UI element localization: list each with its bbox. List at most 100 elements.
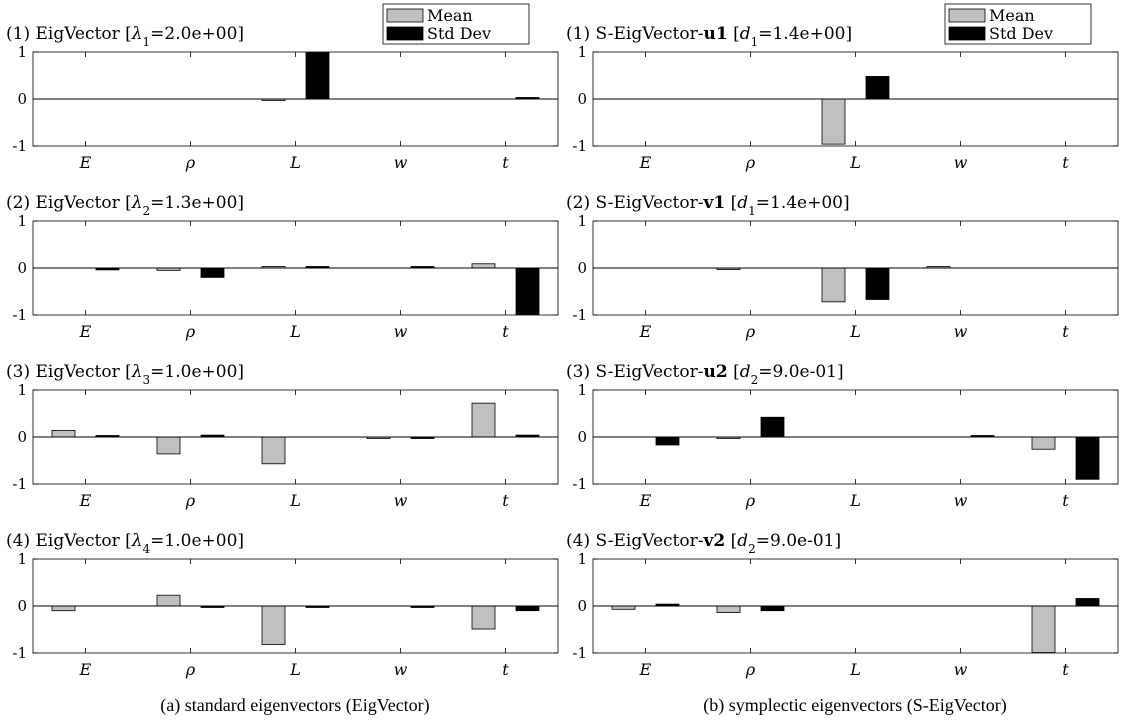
mean-bar-t <box>471 605 496 630</box>
mean-bar-t <box>1031 605 1056 653</box>
std-dev-bar-L <box>305 52 330 100</box>
legend-mean-swatch <box>386 8 424 23</box>
x-category-label: w <box>394 153 408 172</box>
x-category-label: E <box>79 322 92 341</box>
mean-bar-t <box>471 263 496 269</box>
x-category-label: ρ <box>185 660 196 679</box>
y-tick-label: 1 <box>577 550 587 568</box>
y-tick-label: -1 <box>572 306 587 324</box>
legend-std-label: Std Dev <box>427 24 491 43</box>
y-tick-label: -1 <box>12 475 27 493</box>
mean-bar-E <box>611 605 636 610</box>
y-tick-label: -1 <box>12 137 27 155</box>
x-category-label: L <box>289 491 301 510</box>
std-dev-bar-ρ <box>760 416 785 438</box>
chart-title: (2) S-EigVector-v1 [d1=1.4e+00] <box>566 193 850 218</box>
y-tick-label: 1 <box>17 212 27 230</box>
std-dev-bar-L <box>865 76 890 100</box>
mean-bar-t <box>1031 436 1056 450</box>
x-category-label: ρ <box>185 153 196 172</box>
x-category-label: E <box>639 491 652 510</box>
x-category-label: t <box>502 491 509 510</box>
legend-std-swatch <box>386 26 424 41</box>
chart-title: (3) EigVector [λ3=1.0e+00] <box>6 362 244 387</box>
x-category-label: w <box>954 322 968 341</box>
y-tick-label: 1 <box>577 43 587 61</box>
x-category-label: E <box>639 322 652 341</box>
legend-mean-label: Mean <box>989 6 1035 25</box>
mean-bar-L <box>261 436 286 465</box>
x-category-label: E <box>639 153 652 172</box>
std-dev-bar-E <box>655 436 680 446</box>
y-tick-label: -1 <box>572 475 587 493</box>
x-category-label: E <box>79 491 92 510</box>
x-category-label: w <box>954 660 968 679</box>
legend-std-label: Std Dev <box>989 24 1053 43</box>
x-category-label: L <box>289 153 301 172</box>
x-category-label: t <box>1062 491 1069 510</box>
std-dev-bar-t <box>1075 436 1100 480</box>
y-tick-label: 0 <box>577 428 587 446</box>
y-tick-label: -1 <box>572 644 587 662</box>
chart-title: (4) EigVector [λ4=1.0e+00] <box>6 531 244 556</box>
x-category-label: w <box>394 322 408 341</box>
x-category-label: E <box>79 153 92 172</box>
std-dev-bar-t <box>1075 598 1100 607</box>
x-category-label: w <box>394 491 408 510</box>
mean-bar-ρ <box>716 605 741 613</box>
x-category-label: E <box>79 660 92 679</box>
x-category-label: L <box>849 660 861 679</box>
mean-bar-L <box>821 98 846 145</box>
chart-title: (2) EigVector [λ2=1.3e+00] <box>6 193 244 218</box>
x-category-label: w <box>394 660 408 679</box>
mean-bar-E <box>51 605 76 612</box>
mean-bar-t <box>471 402 496 438</box>
chart-title: (4) S-EigVector-v2 [d2=9.0e-01] <box>566 531 841 556</box>
y-tick-label: 1 <box>577 381 587 399</box>
x-category-label: L <box>289 660 301 679</box>
x-category-label: E <box>639 660 652 679</box>
y-tick-label: 1 <box>17 550 27 568</box>
legend-mean-label: Mean <box>427 6 473 25</box>
chart-title: (1) EigVector [λ1=2.0e+00] <box>6 24 244 49</box>
y-tick-label: 0 <box>17 259 27 277</box>
x-category-label: L <box>849 491 861 510</box>
mean-bar-L <box>261 605 286 645</box>
std-dev-bar-L <box>865 267 890 300</box>
y-tick-label: 0 <box>17 428 27 446</box>
std-dev-bar-t <box>515 267 540 315</box>
x-category-label: L <box>289 322 301 341</box>
y-tick-label: 0 <box>577 597 587 615</box>
y-tick-label: -1 <box>12 644 27 662</box>
x-category-label: ρ <box>745 153 756 172</box>
chart-title: (1) S-EigVector-u1 [d1=1.4e+00] <box>566 24 852 49</box>
y-tick-label: -1 <box>12 306 27 324</box>
chart-title: (3) S-EigVector-u2 [d2=9.0e-01] <box>566 362 844 387</box>
x-category-label: L <box>849 322 861 341</box>
y-tick-label: 0 <box>17 90 27 108</box>
std-dev-bar-ρ <box>200 267 225 278</box>
mean-bar-ρ <box>156 594 181 607</box>
legend-mean-swatch <box>948 8 986 23</box>
y-tick-label: 1 <box>17 381 27 399</box>
y-tick-label: 0 <box>17 597 27 615</box>
y-tick-label: 0 <box>577 259 587 277</box>
caption-left: (a) standard eigenvectors (EigVector) <box>160 695 429 716</box>
x-category-label: t <box>502 322 509 341</box>
legend-std-swatch <box>948 26 986 41</box>
x-category-label: L <box>849 153 861 172</box>
y-tick-label: 1 <box>577 212 587 230</box>
x-category-label: ρ <box>745 322 756 341</box>
mean-bar-L <box>821 267 846 303</box>
y-tick-label: -1 <box>572 137 587 155</box>
x-category-label: t <box>1062 153 1069 172</box>
x-category-label: w <box>954 491 968 510</box>
